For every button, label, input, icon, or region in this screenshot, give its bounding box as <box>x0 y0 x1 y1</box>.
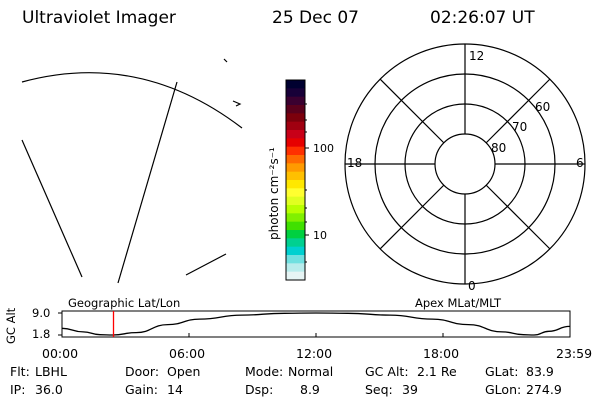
date-label: 25 Dec 07 <box>272 8 359 28</box>
colorbar-cell <box>286 105 305 114</box>
colorbar-cell <box>286 163 305 173</box>
colorbar-cell <box>286 180 305 189</box>
colorbar-cell <box>286 271 305 281</box>
map-meridian-left <box>21 139 83 278</box>
colorbar-cell <box>286 246 305 256</box>
colorbar-cell <box>286 196 305 206</box>
mlt-label-12: 12 <box>469 49 484 63</box>
instrument-title: Ultraviolet Imager <box>22 8 176 28</box>
glon-value: 274.9 <box>526 382 562 397</box>
timeline-xtick-label-0000: 00:00 <box>42 346 79 361</box>
timeline-xtick-label-1800: 18:00 <box>423 346 460 361</box>
mlt-label-6: 6 <box>576 156 584 170</box>
lat-label-60: 60 <box>535 100 550 114</box>
colorbar-cell <box>286 88 305 98</box>
timeline-xtick-label-0600: 06:00 <box>169 346 206 361</box>
dsp-label: Dsp: <box>245 382 274 397</box>
mlt-diagonal-se <box>485 184 551 250</box>
timeline-xtick-label-1200: 12:00 <box>296 346 333 361</box>
glat-label: GLat: <box>485 364 519 379</box>
colorbar-cell <box>286 230 305 239</box>
time-label: 02:26:07 UT <box>430 8 535 28</box>
colorbar-tick-label-10: 10 <box>313 229 327 242</box>
mlt-label-0: 0 <box>468 279 476 293</box>
colorbar-cell <box>286 255 305 264</box>
flt-value: LBHL <box>35 364 67 379</box>
geographic-latlon-label: Geographic Lat/Lon <box>68 296 181 310</box>
glon-label: GLon: <box>485 382 522 397</box>
map-fragment-small <box>232 100 242 107</box>
gain-value: 14 <box>167 382 183 397</box>
mlt-label-18: 18 <box>347 156 362 170</box>
colorbar-units-label: photon cm⁻²s⁻¹ <box>267 147 281 240</box>
colorbar-cell <box>286 155 305 164</box>
colorbar-cell <box>286 171 305 181</box>
colorbar-cell <box>286 188 305 198</box>
mlt-diagonal-nw <box>379 78 445 144</box>
door-label: Door: <box>125 364 160 379</box>
colorbar-tick-label-100: 100 <box>313 142 334 155</box>
colorbar-cell <box>286 205 305 214</box>
colorbar-cell <box>286 96 305 106</box>
colorbar-frame <box>285 79 306 281</box>
timeline-ymax-label: 9.0 <box>32 306 51 320</box>
colorbar-scale <box>286 80 305 281</box>
gc-alt-value: 2.1 Re <box>417 364 457 379</box>
dsp-value: 8.9 <box>300 382 320 397</box>
gain-label: Gain: <box>125 382 158 397</box>
timeline-ymin-label: 1.8 <box>32 327 51 341</box>
glat-value: 83.9 <box>526 364 554 379</box>
lat-label-80: 80 <box>491 141 506 155</box>
map-fragment-top <box>223 58 228 63</box>
seq-value: 39 <box>402 382 418 397</box>
colorbar: 100 10 photon cm⁻²s⁻¹ <box>267 79 334 281</box>
seq-label: Seq: <box>365 382 393 397</box>
colorbar-cell <box>286 213 305 223</box>
polar-grid <box>344 43 586 285</box>
map-fragment-lower <box>185 253 227 276</box>
gc-alt-label: GC Alt: <box>365 364 409 379</box>
map-boundary-arc <box>21 72 243 129</box>
geographic-map <box>21 58 243 284</box>
mode-value: Normal <box>288 364 334 379</box>
colorbar-cell <box>286 238 305 248</box>
colorbar-cell <box>286 80 305 89</box>
mlt-diagonal-ne <box>485 78 551 144</box>
ip-label: IP: <box>10 382 26 397</box>
gc-alt-axis-label: GC Alt <box>4 307 18 344</box>
map-meridian-right <box>117 81 178 284</box>
flt-label: Flt: <box>10 364 30 379</box>
colorbar-cell <box>286 130 305 139</box>
colorbar-cell <box>286 263 305 273</box>
lat-label-70: 70 <box>512 120 527 134</box>
door-value: Open <box>167 364 201 379</box>
orbit-timeline <box>58 310 571 338</box>
colorbar-cell <box>286 221 305 231</box>
mlt-diagonal-sw <box>379 184 445 250</box>
timeline-xtick-label-2359: 23:59 <box>556 346 593 361</box>
apex-mlat-mlt-label: Apex MLat/MLT <box>415 296 502 310</box>
colorbar-cell <box>286 138 305 148</box>
ip-value: 36.0 <box>35 382 63 397</box>
mode-label: Mode: <box>245 364 284 379</box>
colorbar-cell <box>286 146 305 156</box>
orbit-altitude-curve <box>61 312 570 336</box>
colorbar-cell <box>286 121 305 131</box>
colorbar-cell <box>286 113 305 123</box>
